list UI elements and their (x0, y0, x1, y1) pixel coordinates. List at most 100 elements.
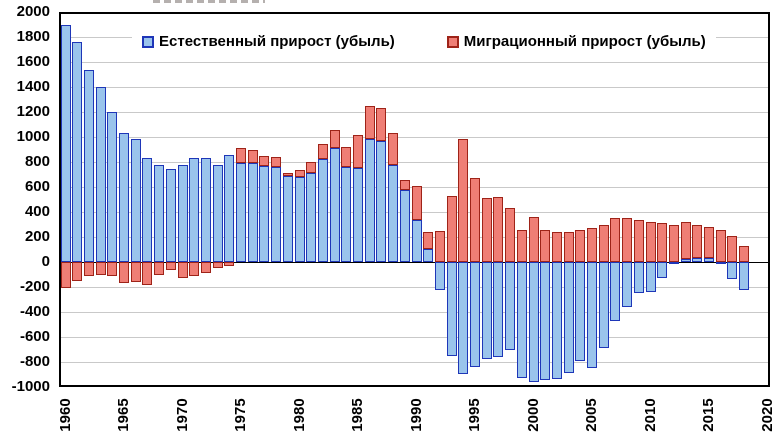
bar-natural-1985 (353, 168, 363, 262)
bar-migration-1980 (294, 169, 305, 178)
bar-natural-1981 (306, 173, 317, 262)
bar-migration-1960 (60, 262, 71, 289)
bar-natural-2013 (680, 259, 691, 262)
bar-migration-1973 (212, 262, 223, 269)
bar-migration-1998 (505, 208, 516, 262)
bar-migration-2002 (551, 231, 562, 262)
bar-migration-1995 (470, 178, 480, 262)
bar-natural-1970 (177, 165, 188, 262)
x-tick-label-2005: 2005 (583, 398, 600, 432)
bar-natural-1978 (271, 166, 282, 262)
bar-natural-2000 (528, 262, 539, 382)
bar-migration-2011 (657, 223, 668, 262)
bar-natural-1964 (107, 111, 118, 262)
x-tick-label-2015: 2015 (700, 398, 717, 432)
bar-natural-1998 (505, 262, 516, 351)
bar-migration-1994 (458, 138, 469, 262)
y-tick-label--600: -600 (19, 328, 50, 345)
bar-migration-1989 (399, 179, 410, 190)
y-tick-label-800: 800 (24, 153, 50, 170)
bar-natural-2006 (598, 262, 609, 348)
bar-migration-1987 (376, 108, 387, 141)
bar-natural-2002 (551, 262, 562, 379)
bar-migration-1975 (236, 148, 246, 163)
bar-natural-1986 (364, 138, 375, 262)
bar-natural-1962 (83, 70, 94, 262)
y-tick-label-400: 400 (24, 203, 50, 220)
bar-migration-2004 (575, 230, 586, 262)
gridline--400 (61, 312, 768, 313)
bar-migration-1968 (154, 262, 165, 276)
y-tick-label-600: 600 (24, 178, 50, 195)
bar-migration-2005 (587, 228, 597, 262)
gridline-800 (61, 162, 768, 163)
bar-migration-1974 (224, 262, 235, 267)
bar-natural-2007 (610, 262, 621, 321)
bar-migration-2008 (622, 218, 633, 262)
bar-natural-1975 (236, 162, 246, 262)
x-tick-label-1960: 1960 (56, 398, 74, 432)
x-tick-label-1985: 1985 (349, 398, 366, 432)
legend-item-migration: Миграционный прирост (убыль) (446, 33, 706, 50)
zero-axis-line (61, 262, 768, 263)
bar-natural-1982 (317, 159, 328, 262)
bar-natural-2008 (622, 262, 633, 308)
bar-natural-2017 (727, 262, 738, 279)
bar-migration-2017 (727, 235, 738, 262)
legend-label-migration: Миграционный прирост (убыль) (463, 33, 706, 50)
bar-natural-1973 (212, 164, 223, 262)
gridline-1600 (61, 62, 768, 63)
bar-migration-2012 (668, 225, 679, 262)
bar-migration-1963 (95, 262, 106, 275)
bar-migration-1996 (481, 197, 492, 262)
bar-natural-2011 (657, 262, 668, 279)
bar-natural-2004 (575, 262, 586, 362)
bar-natural-1993 (446, 262, 457, 356)
x-tick-label-2010: 2010 (641, 398, 659, 432)
bar-migration-2016 (715, 229, 726, 262)
bar-natural-1961 (72, 41, 83, 262)
y-tick-label-2000: 2000 (16, 3, 50, 20)
bar-migration-1991 (423, 231, 434, 249)
bar-migration-1986 (364, 105, 375, 139)
legend-label-natural: Естественный прирост (убыль) (159, 33, 395, 50)
bar-natural-1990 (411, 220, 422, 262)
bar-natural-1960 (60, 25, 71, 262)
bar-migration-1993 (446, 196, 457, 262)
bar-migration-1997 (493, 197, 504, 262)
bar-natural-1967 (142, 157, 153, 262)
y-tick-label-1600: 1600 (16, 53, 50, 70)
plot-area (59, 12, 770, 387)
bar-migration-1983 (329, 129, 340, 148)
legend-item-natural: Естественный прирост (убыль) (142, 33, 395, 50)
x-tick-label-1980: 1980 (290, 398, 308, 432)
bar-natural-2014 (692, 258, 703, 262)
y-tick-label--800: -800 (19, 353, 50, 370)
bar-migration-1990 (411, 186, 422, 221)
bar-natural-1997 (493, 262, 504, 357)
bar-migration-1970 (177, 262, 188, 279)
x-tick-label-2020: 2020 (758, 398, 776, 432)
y-tick-label-1800: 1800 (16, 28, 50, 45)
x-tick-label-1995: 1995 (466, 398, 483, 432)
gridline--600 (61, 337, 768, 338)
gridline--200 (61, 287, 768, 288)
gridline-1000 (61, 137, 768, 138)
gridline--800 (61, 362, 768, 363)
bar-migration-1976 (247, 149, 258, 163)
bar-migration-2009 (633, 220, 644, 262)
bar-migration-2013 (680, 222, 691, 259)
bar-natural-2015 (704, 258, 714, 262)
bar-natural-1989 (399, 189, 410, 262)
bar-migration-1982 (317, 144, 328, 159)
bar-natural-1977 (259, 165, 270, 262)
bar-migration-1965 (119, 262, 129, 283)
bar-migration-2018 (739, 246, 750, 262)
bar-migration-1981 (306, 162, 317, 173)
bar-migration-1978 (271, 156, 282, 167)
bar-migration-2001 (540, 229, 551, 262)
x-tick-label-2000: 2000 (524, 398, 542, 432)
bar-migration-1971 (189, 262, 200, 276)
bar-migration-1961 (72, 262, 83, 282)
y-tick-label-0: 0 (41, 253, 50, 270)
